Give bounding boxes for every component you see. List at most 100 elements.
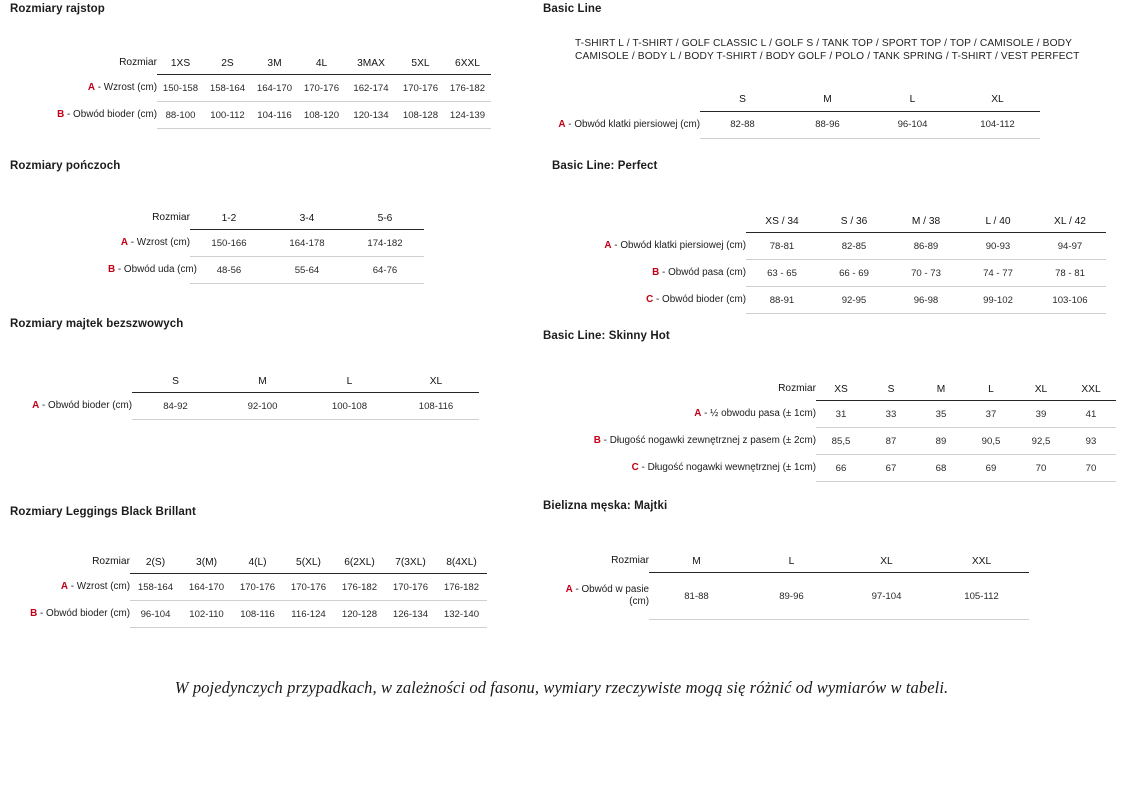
cell: 81-88 bbox=[649, 572, 744, 620]
cell: 31 bbox=[816, 400, 866, 428]
cell: 105-112 bbox=[934, 572, 1029, 620]
cell: 96-104 bbox=[130, 600, 181, 628]
table-header-row: Rozmiar 1-2 3-4 5-6 bbox=[108, 207, 424, 230]
section-title-tights: Rozmiary rajstop bbox=[10, 3, 105, 15]
cell: 120-134 bbox=[345, 101, 397, 129]
cell: 108-116 bbox=[393, 392, 479, 420]
row-label-text: - Długość nogawki wewnętrznej (± 1cm) bbox=[641, 461, 816, 473]
cell: 94-97 bbox=[1034, 232, 1106, 260]
row-label-text: - Obwód bioder (cm) bbox=[40, 607, 130, 619]
cell: 63 - 65 bbox=[746, 259, 818, 287]
cell: 104-112 bbox=[955, 110, 1040, 139]
section-title-basic-line-skinny-hot: Basic Line: Skinny Hot bbox=[543, 330, 670, 342]
table-bottom-rule bbox=[551, 619, 1029, 620]
cell: 78-81 bbox=[746, 232, 818, 260]
column-header: XL bbox=[1034, 383, 1048, 395]
cell: 97-104 bbox=[839, 572, 934, 620]
cell: 170-176 bbox=[283, 573, 334, 601]
table-stockings: Rozmiar 1-2 3-4 5-6 A - Wzrost (cm) 150-… bbox=[108, 207, 424, 284]
column-header: L bbox=[988, 383, 994, 395]
row-letter: A bbox=[87, 81, 95, 93]
column-header: 5-6 bbox=[377, 212, 393, 224]
row-letter: A bbox=[604, 239, 612, 251]
cell: 132-140 bbox=[436, 600, 487, 628]
column-header: 7(3XL) bbox=[395, 556, 426, 568]
column-header: XS bbox=[834, 383, 848, 395]
section-title-basic-line-perfect: Basic Line: Perfect bbox=[552, 160, 658, 172]
row-label-text: - Obwód bioder (cm) bbox=[656, 293, 746, 305]
row-label-text: - Obwód klatki piersiowej (cm) bbox=[568, 118, 700, 130]
size-label bbox=[540, 89, 700, 112]
cell: 92-100 bbox=[219, 392, 306, 420]
column-header: 1-2 bbox=[221, 212, 237, 224]
table-row: A - Wzrost (cm) 150-158 158-164 164-170 … bbox=[10, 74, 491, 102]
column-header: S bbox=[172, 375, 179, 387]
row-label: A - Obwód klatki piersiowej (cm) bbox=[552, 233, 746, 260]
row-letter: A bbox=[558, 118, 566, 130]
column-header: 8(4XL) bbox=[446, 556, 477, 568]
cell: 99-102 bbox=[962, 286, 1034, 314]
cell: 33 bbox=[866, 400, 916, 428]
size-label: Rozmiar bbox=[778, 382, 816, 394]
table-row: A - Obwód klatki piersiowej (cm) 78-81 8… bbox=[552, 232, 1106, 260]
row-label-text: - Obwód w pasie (cm) bbox=[575, 583, 649, 607]
row-label: A - Obwód klatki piersiowej (cm) bbox=[540, 111, 700, 138]
cell: 55-64 bbox=[268, 256, 346, 284]
row-letter: B bbox=[57, 108, 65, 120]
row-label: C - Długość nogawki wewnętrznej (± 1cm) bbox=[543, 455, 816, 482]
cell: 66 - 69 bbox=[818, 259, 890, 287]
row-label-text: - Długość nogawki zewnętrznej z pasem (±… bbox=[603, 434, 816, 446]
cell: 37 bbox=[966, 400, 1016, 428]
column-header: M bbox=[936, 383, 946, 395]
cell: 89-96 bbox=[744, 572, 839, 620]
column-header: 4(L) bbox=[248, 556, 267, 568]
table-header-row: Rozmiar 1XS 2S 3M 4L 3MAX 5XL 6XXL bbox=[10, 52, 491, 75]
row-label-text: - Obwód bioder (cm) bbox=[67, 108, 157, 120]
table-seamless-panties: S M L XL A - Obwód bioder (cm) 84-92 92-… bbox=[2, 370, 479, 420]
column-header: 3M bbox=[267, 57, 282, 69]
cell: 170-176 bbox=[232, 573, 283, 601]
column-header: XL bbox=[429, 375, 443, 387]
column-header: M bbox=[258, 375, 267, 387]
basic-line-product-list: T-SHIRT L / T-SHIRT / GOLF CLASSIC L / G… bbox=[575, 37, 1123, 64]
table-bottom-rule bbox=[10, 627, 487, 628]
table-header-row: Rozmiar 2(S) 3(M) 4(L) 5(XL) 6(2XL) 7(3X… bbox=[10, 551, 487, 574]
table-row: A - Obwód klatki piersiowej (cm) 82-88 8… bbox=[540, 110, 1040, 139]
table-bottom-rule bbox=[10, 128, 491, 129]
size-label: Rozmiar bbox=[611, 554, 649, 566]
cell: 176-182 bbox=[436, 573, 487, 601]
table-header-row: Rozmiar XS S M L XL XXL bbox=[543, 378, 1116, 401]
section-basic-line-perfect: Basic Line: Perfect XS / 34 S / 36 M / 3… bbox=[552, 160, 1123, 314]
table-header-row: XS / 34 S / 36 M / 38 L / 40 XL / 42 bbox=[552, 210, 1106, 233]
cell: 176-182 bbox=[334, 573, 385, 601]
section-basic-line: Basic Line T-SHIRT L / T-SHIRT / GOLF CL… bbox=[543, 3, 1123, 139]
table-row: A - Obwód w pasie (cm) 81-88 89-96 97-10… bbox=[551, 572, 1029, 620]
column-header: 4L bbox=[315, 57, 328, 69]
cell: 170-176 bbox=[385, 573, 436, 601]
table-row: B - Obwód bioder (cm) 96-104 102-110 108… bbox=[10, 600, 487, 628]
column-header: L bbox=[788, 555, 795, 567]
section-tights: Rozmiary rajstop Rozmiar 1XS 2S 3M 4L 3M… bbox=[10, 3, 550, 129]
cell: 96-98 bbox=[890, 286, 962, 314]
cell: 116-124 bbox=[283, 600, 334, 628]
table-row: A - ½ obwodu pasa (± 1cm) 31 33 35 37 39… bbox=[543, 400, 1116, 428]
row-letter: B bbox=[652, 266, 660, 278]
column-header: S / 36 bbox=[840, 215, 868, 227]
table-basic-line-perfect: XS / 34 S / 36 M / 38 L / 40 XL / 42 A -… bbox=[552, 210, 1106, 314]
cell: 158-164 bbox=[130, 573, 181, 601]
row-letter: B bbox=[108, 263, 116, 275]
cell: 67 bbox=[866, 454, 916, 482]
cell: 158-164 bbox=[204, 74, 251, 102]
column-header: L bbox=[909, 94, 916, 106]
column-header: L / 40 bbox=[985, 215, 1011, 227]
cell: 124-139 bbox=[444, 101, 491, 129]
cell: 92-95 bbox=[818, 286, 890, 314]
cell: 89 bbox=[916, 427, 966, 455]
cell: 126-134 bbox=[385, 600, 436, 628]
row-letter: C bbox=[631, 461, 639, 473]
row-label: B - Obwód pasa (cm) bbox=[552, 260, 746, 287]
cell: 102-110 bbox=[181, 600, 232, 628]
cell: 69 bbox=[966, 454, 1016, 482]
cell: 92,5 bbox=[1016, 427, 1066, 455]
cell: 108-116 bbox=[232, 600, 283, 628]
